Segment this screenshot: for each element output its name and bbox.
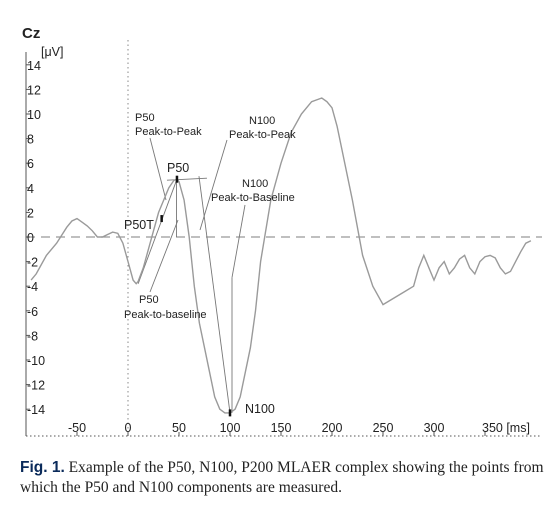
- p50-peak-horizontal-marker: [166, 177, 207, 181]
- erp-chart: Cz [μV] 14 12 10 8 6 4 2 0 -2 -4 -6 -8 -10 -12 -14 -50…: [22, 25, 542, 437]
- x-tick-label: 250: [373, 421, 394, 435]
- y-tick-label: -10: [27, 354, 45, 368]
- x-tick-label: 200: [322, 421, 343, 435]
- chart-title: Cz: [22, 25, 40, 42]
- p50-ptp-leader-line: [149, 137, 167, 201]
- y-tick-label: 0: [27, 231, 34, 245]
- n100-peak-marker: [228, 409, 232, 417]
- y-tick-label: 6: [27, 157, 34, 171]
- y-tick-label: -14: [27, 403, 45, 417]
- y-tick-label: -4: [27, 280, 38, 294]
- x-tick-label: 150: [271, 421, 292, 435]
- y-tick-label: -12: [27, 379, 45, 393]
- n100-peak-to-peak-line: [198, 176, 231, 413]
- n100-ptb-leader-line: [231, 204, 246, 278]
- y-tick-label: 12: [27, 83, 41, 97]
- y-tick-label: 4: [27, 182, 34, 196]
- annotation-p50-ptp-line2: Peak-to-Peak: [135, 126, 202, 138]
- p50-ptb-leader-line: [149, 219, 179, 293]
- annotation-n100-ptb-line2: Peak-to-Baseline: [211, 192, 295, 204]
- x-tick-label: 350 [ms]: [482, 421, 530, 435]
- figure-caption: Fig. 1. Example of the P50, N100, P200 M…: [20, 458, 545, 498]
- y-tick-label: -2: [27, 256, 38, 270]
- annotation-n100-ptp-line2: Peak-to-Peak: [229, 129, 296, 141]
- annotation-n100-ptp-line1: N100: [249, 115, 275, 127]
- erp-waveform-line: [30, 97, 532, 414]
- x-tick-label: 50: [172, 421, 186, 435]
- y-tick-label: 10: [27, 108, 41, 122]
- annotation-p50-ptb-line2: Peak-to-baseline: [124, 309, 207, 321]
- annotation-n100-ptb-line1: N100: [242, 178, 268, 190]
- p50-peak-marker: [175, 175, 179, 183]
- x-tick-label: 0: [125, 421, 132, 435]
- n100-ptp-leader-line: [199, 139, 228, 231]
- y-unit-label: [μV]: [41, 45, 64, 59]
- annotation-p50-ptp-line1: P50: [135, 112, 155, 124]
- x-tick-label: -50: [68, 421, 86, 435]
- caption-text: Example of the P50, N100, P200 MLAER com…: [20, 459, 544, 496]
- annotation-n100: N100: [245, 402, 275, 416]
- annotation-p50: P50: [167, 161, 189, 175]
- annotation-p50-ptb-line1: P50: [139, 294, 159, 306]
- x-tick-label: 300: [424, 421, 445, 435]
- p50t-marker: [160, 215, 163, 223]
- annotation-p50t: P50T: [124, 218, 154, 232]
- x-tick-label: 100: [220, 421, 241, 435]
- y-tick-label: 14: [27, 59, 41, 73]
- y-tick-label: -6: [27, 305, 38, 319]
- y-tick-label: 2: [27, 206, 34, 220]
- caption-label: Fig. 1.: [20, 459, 65, 476]
- y-tick-label: 8: [27, 133, 34, 147]
- p50-peak-to-peak-line: [137, 179, 178, 284]
- y-tick-label: -8: [27, 329, 38, 343]
